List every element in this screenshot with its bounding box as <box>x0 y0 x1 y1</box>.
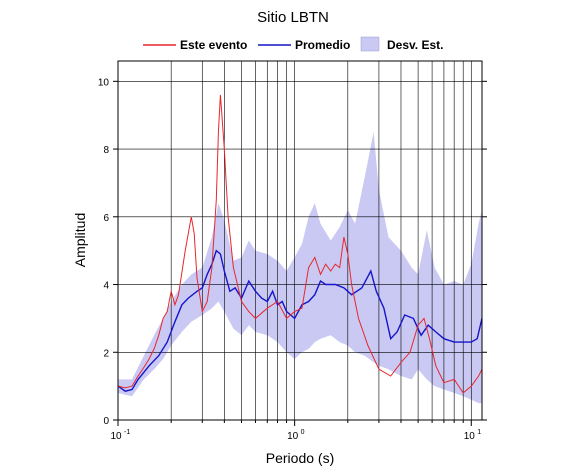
std-dev-band <box>118 132 482 404</box>
y-tick-label: 2 <box>103 348 109 359</box>
series-este-evento-line <box>117 94 483 394</box>
legend-label: Este evento <box>180 38 247 52</box>
y-tick-label: 8 <box>103 145 109 156</box>
legend-label: Promedio <box>295 38 350 52</box>
chart-title: Sitio LBTN <box>257 9 329 26</box>
grid-lines <box>117 61 482 421</box>
plot-frame <box>117 60 483 421</box>
y-tick-label: 0 <box>103 416 109 427</box>
legend-swatch-band <box>360 36 380 52</box>
x-tick-exponent: -1 <box>124 429 130 436</box>
y-tick-label: 4 <box>103 281 109 292</box>
series-promedio-line <box>117 249 483 392</box>
y-tick-label: 10 <box>98 77 110 88</box>
x-tick-label: 10 <box>464 431 476 442</box>
y-tick-label: 6 <box>103 213 109 224</box>
legend: Este evento Promedio Desv. Est. <box>143 36 443 52</box>
x-tick-exponent: 0 <box>301 429 305 436</box>
x-axis-label: Periodo (s) <box>266 450 334 466</box>
x-tick-label: 10 <box>287 431 299 442</box>
x-tick-exponent: 1 <box>477 429 481 436</box>
legend-label: Desv. Est. <box>387 38 443 52</box>
y-axis-label: Amplitud <box>72 213 88 267</box>
x-tick-label: 10 <box>110 431 122 442</box>
